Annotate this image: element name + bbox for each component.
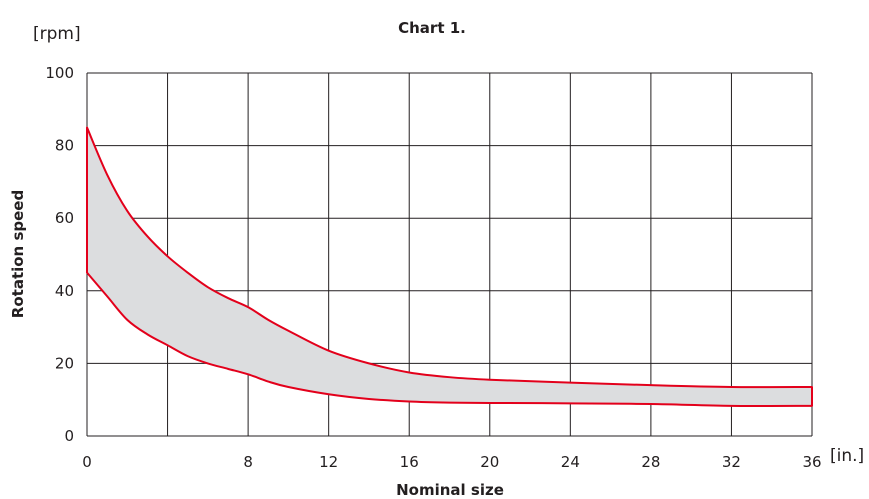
upper-point-11 [328,350,330,352]
upper-point-3 [146,235,148,237]
upper-point-16 [569,382,571,384]
y-tick-label-3: 60 [55,209,74,227]
chart-title: Chart 1. [398,19,466,37]
upper-point-10 [287,330,289,332]
upper-point-2 [126,210,128,212]
upper-point-1 [106,174,108,176]
lower-point-9 [267,381,269,383]
lower-point-16 [569,402,571,404]
lower-point-17 [650,403,652,405]
upper-point-9 [267,319,269,321]
x-tick-label-0: 0 [82,453,92,471]
upper-point-7 [227,297,229,299]
y-tick-label-0: 0 [64,427,74,445]
lower-point-4 [167,344,169,346]
speed-range-band [86,126,813,408]
x-tick-label-9: 36 [802,453,821,471]
x-tick-label-7: 28 [641,453,660,471]
x-tick-label-3: 12 [319,453,338,471]
lower-point-15 [489,402,491,404]
x-tick-label-5: 20 [480,453,499,471]
lower-point-2 [126,319,128,321]
y-tick-label-5: 100 [45,64,74,82]
upper-point-14 [449,376,451,378]
lower-point-11 [328,393,330,395]
upper-point-6 [207,286,209,288]
lower-point-1 [106,295,108,297]
lower-point-6 [207,362,209,364]
upper-point-12 [368,362,370,364]
x-tick-label-8: 32 [722,453,741,471]
x-tick-label-2: 8 [243,453,253,471]
y-axis-unit: [rpm] [33,24,81,44]
lower-point-14 [449,402,451,404]
lower-point-19 [811,405,813,407]
lower-point-5 [187,355,189,357]
y-tick-label-4: 80 [55,137,74,155]
upper-point-8 [247,306,249,308]
upper-point-5 [187,272,189,274]
lower-point-12 [368,398,370,400]
upper-point-19 [811,386,813,388]
upper-point-0 [86,126,88,128]
x-tick-label-6: 24 [561,453,580,471]
lower-point-7 [227,368,229,370]
y-tick-label-1: 20 [55,354,74,372]
lower-point-8 [247,373,249,375]
upper-point-4 [167,255,169,257]
x-tick-label-4: 16 [400,453,419,471]
y-axis-label: Rotation speed [9,190,27,318]
lower-point-18 [730,405,732,407]
upper-point-17 [650,384,652,386]
x-axis-unit: [in.] [830,446,864,466]
x-axis-label: Nominal size [396,481,504,499]
lower-point-0 [86,272,88,274]
lower-point-10 [287,386,289,388]
plot-area: 0 8 12 16 20 24 28 32 36 0 20 40 60 80 100 [45,64,821,471]
upper-point-13 [408,371,410,373]
y-tick-label-2: 40 [55,282,74,300]
upper-point-15 [489,379,491,381]
lower-point-13 [408,401,410,403]
upper-point-18 [730,386,732,388]
lower-point-3 [146,333,148,335]
